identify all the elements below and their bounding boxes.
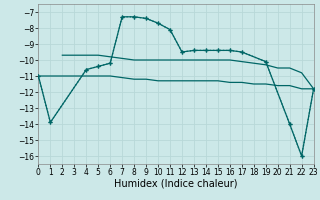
X-axis label: Humidex (Indice chaleur): Humidex (Indice chaleur) bbox=[114, 179, 238, 189]
